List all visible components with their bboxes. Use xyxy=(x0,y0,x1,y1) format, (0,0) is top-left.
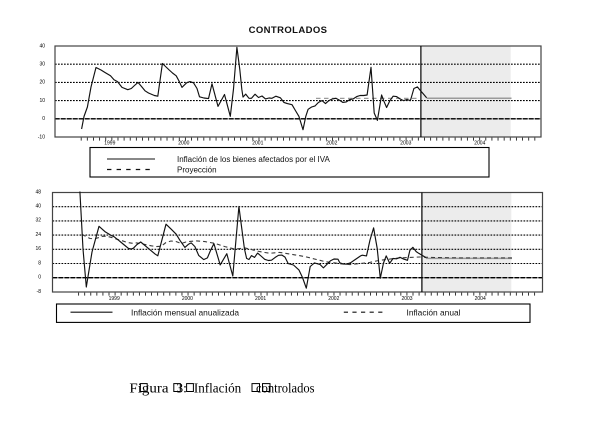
svg-text:2002: 2002 xyxy=(328,296,339,302)
svg-text:20: 20 xyxy=(39,80,45,86)
svg-text:40: 40 xyxy=(35,204,41,210)
svg-text:2003: 2003 xyxy=(400,141,411,147)
svg-text:Figura: Figura xyxy=(129,380,168,395)
svg-text:2002: 2002 xyxy=(326,141,337,147)
svg-text:-8: -8 xyxy=(37,289,42,295)
svg-text:3:: 3: xyxy=(176,380,187,395)
svg-text:40: 40 xyxy=(39,43,45,49)
svg-text:2001: 2001 xyxy=(252,141,263,147)
svg-text:2001: 2001 xyxy=(255,296,266,302)
svg-text:1999: 1999 xyxy=(104,141,115,147)
svg-text:Proyección: Proyección xyxy=(177,166,217,175)
svg-text:2000: 2000 xyxy=(182,296,193,302)
svg-text:-10: -10 xyxy=(38,134,45,140)
svg-text:10: 10 xyxy=(39,98,45,104)
svg-text:2004: 2004 xyxy=(475,296,486,302)
svg-text:48: 48 xyxy=(35,189,41,195)
svg-text:Inflación anual: Inflación anual xyxy=(407,307,461,317)
svg-text:1999: 1999 xyxy=(109,296,120,302)
svg-text:16: 16 xyxy=(35,246,41,252)
svg-text:24: 24 xyxy=(35,232,41,238)
svg-text:2000: 2000 xyxy=(178,141,189,147)
svg-text:30: 30 xyxy=(39,62,45,68)
svg-text:2003: 2003 xyxy=(401,296,412,302)
svg-text:8: 8 xyxy=(38,260,41,266)
svg-text:Inflación mensual anualizada: Inflación mensual anualizada xyxy=(131,307,239,317)
svg-text:0: 0 xyxy=(42,116,45,122)
svg-text:CONTROLADOS: CONTROLADOS xyxy=(249,25,328,36)
svg-text:32: 32 xyxy=(35,218,41,224)
svg-text:0: 0 xyxy=(38,275,41,281)
svg-text:Inflación: Inflación xyxy=(194,380,242,395)
svg-text:controlados: controlados xyxy=(256,380,315,395)
svg-text:Inflación de los bienes afecta: Inflación de los bienes afectados por el… xyxy=(177,155,331,164)
svg-text:2004: 2004 xyxy=(474,141,485,147)
